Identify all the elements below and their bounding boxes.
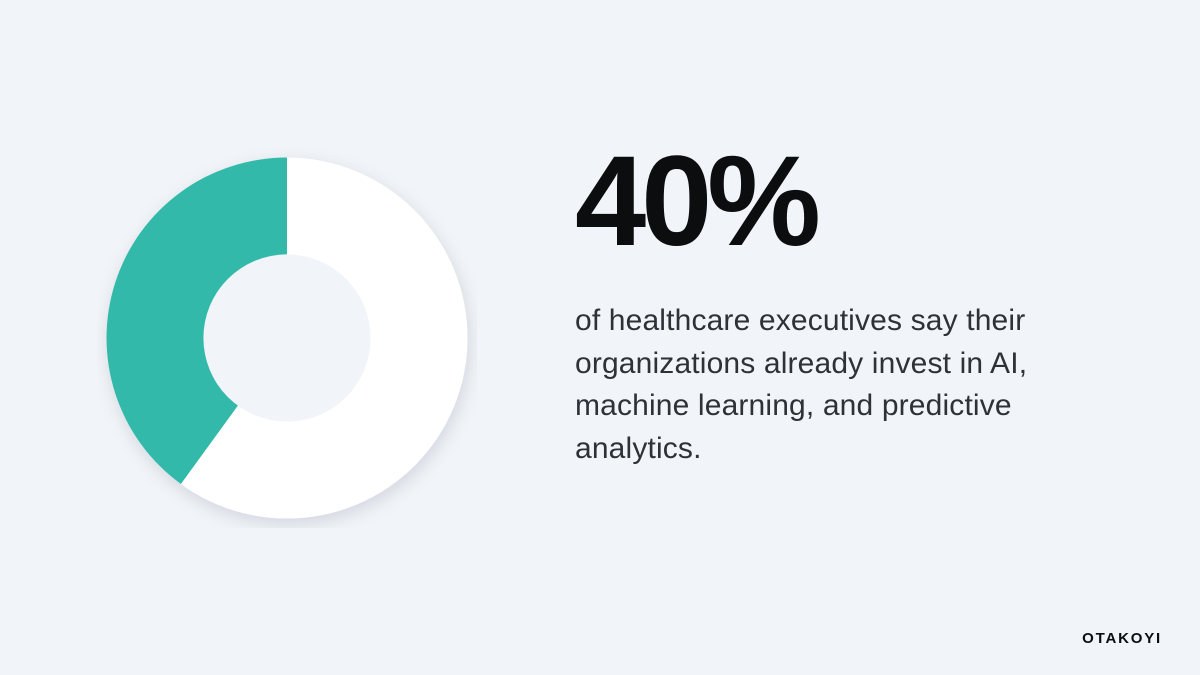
stat-text-block: 40% of healthcare executives say their o… xyxy=(575,138,1135,470)
stat-description: of healthcare executives say their organ… xyxy=(575,300,1135,470)
donut-svg xyxy=(97,148,477,528)
donut-chart xyxy=(97,148,477,528)
brand-logo-text: OTAKOYI xyxy=(1082,630,1162,647)
infographic-canvas: 40% of healthcare executives say their o… xyxy=(0,0,1200,675)
stat-value: 40% xyxy=(575,138,1135,266)
